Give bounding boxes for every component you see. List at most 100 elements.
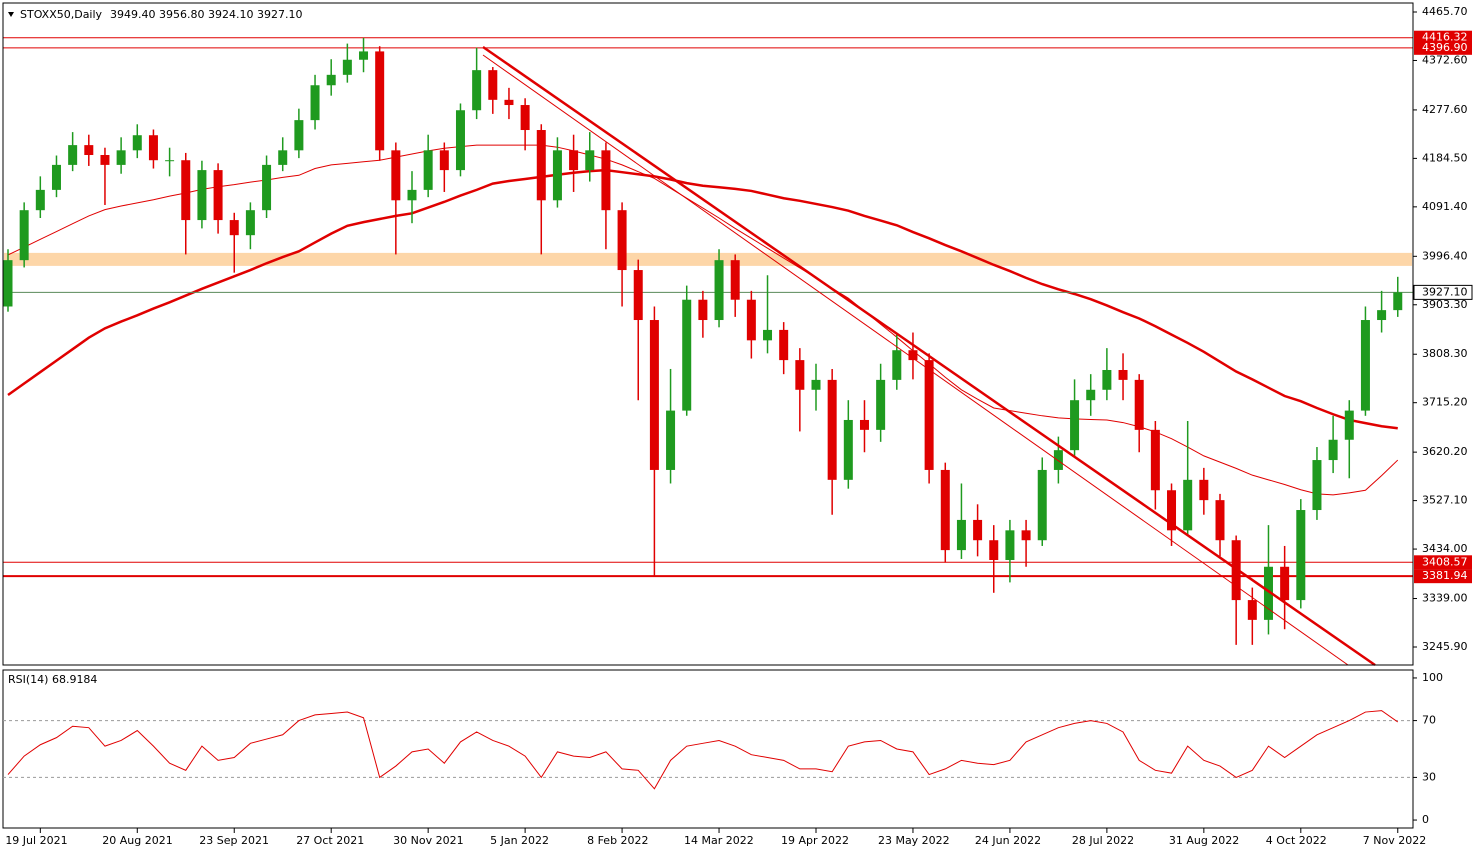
candle-body	[940, 469, 950, 551]
candle-body	[1199, 479, 1209, 501]
candle-body	[795, 360, 805, 390]
candle-body	[1070, 400, 1080, 451]
candle-body	[569, 150, 579, 171]
candle-body	[148, 135, 158, 161]
candle-body	[35, 189, 45, 211]
candle-body	[1344, 410, 1354, 440]
candle-body	[1296, 510, 1306, 601]
candle-body	[1053, 450, 1063, 470]
candle-body	[1377, 310, 1387, 321]
y-tick-label: 70	[1422, 714, 1436, 727]
candle-body	[100, 155, 110, 165]
x-tick-label: 23 May 2022	[878, 834, 950, 847]
candle-body	[1167, 490, 1177, 531]
candle-body	[181, 160, 191, 221]
resistance-zone	[4, 252, 1412, 266]
candle-body	[326, 74, 336, 86]
price-label-box	[1414, 569, 1472, 584]
moving-average	[7, 144, 1399, 496]
price-label-box	[1414, 40, 1472, 55]
y-tick-label: 4465.70	[1422, 5, 1468, 18]
moving-average	[7, 168, 1398, 430]
candle-body	[1021, 530, 1031, 541]
candle-body	[262, 164, 272, 211]
x-tick-label: 19 Apr 2022	[781, 834, 849, 847]
candle-body	[908, 350, 918, 361]
candle-body	[245, 210, 255, 236]
candle-body	[1393, 292, 1403, 311]
x-tick-label: 20 Aug 2021	[102, 834, 172, 847]
candle-body	[278, 150, 288, 165]
y-tick-label: 30	[1422, 770, 1436, 783]
x-tick-label: 19 Jul 2021	[5, 834, 67, 847]
price-label-box	[1414, 555, 1472, 570]
price-label-box	[1413, 284, 1473, 300]
candle-body	[1312, 460, 1322, 511]
x-tick-label: 8 Feb 2022	[587, 834, 648, 847]
candle-body	[1280, 566, 1290, 601]
candle-body	[649, 320, 659, 470]
candle-body	[116, 150, 126, 165]
candle-body	[1215, 500, 1225, 541]
x-tick-label: 5 Jan 2022	[490, 834, 549, 847]
y-tick-label: 3527.10	[1422, 494, 1468, 507]
candle-body	[520, 105, 530, 131]
candle-body	[51, 164, 61, 190]
candle-body	[682, 299, 692, 411]
candle-body	[1118, 369, 1128, 380]
candle-body	[1360, 320, 1370, 411]
candle-body	[294, 120, 304, 151]
candle-body	[763, 329, 773, 341]
candle-body	[843, 419, 853, 480]
rsi-frame	[2, 669, 1414, 829]
y-tick-label: 4277.60	[1422, 103, 1468, 116]
candle-body	[1183, 479, 1193, 531]
y-tick-label: 3715.20	[1422, 396, 1468, 409]
candle-body	[666, 410, 676, 470]
candle-body	[892, 350, 902, 380]
candle-body	[617, 210, 627, 271]
y-tick-label: 3808.30	[1422, 347, 1468, 360]
candle-body	[585, 150, 595, 171]
x-tick-label: 28 Jul 2022	[1072, 834, 1134, 847]
candle-body	[391, 150, 401, 201]
candle-body	[375, 51, 385, 151]
candle-body	[19, 210, 29, 261]
candle-body	[1263, 566, 1273, 620]
candle-body	[876, 379, 886, 430]
price-label: 3927.10	[1422, 285, 1468, 298]
x-tick-label: 7 Nov 2022	[1363, 834, 1426, 847]
price-panel	[3, 37, 1413, 645]
y-tick-label: 3903.30	[1422, 298, 1468, 311]
candle-body	[1150, 429, 1160, 491]
trend-line	[482, 54, 1349, 666]
candle-body	[601, 150, 611, 211]
candle-body	[84, 145, 94, 156]
candle-body	[504, 99, 514, 106]
candle-body	[552, 150, 562, 201]
x-tick-label: 23 Sep 2021	[199, 834, 269, 847]
candle-body	[811, 379, 821, 390]
menu-arrow	[8, 12, 14, 17]
price-label: 4396.90	[1422, 41, 1468, 54]
y-tick-label: 3339.00	[1422, 592, 1468, 605]
y-tick-label: 3434.00	[1422, 542, 1468, 555]
candle-body	[730, 260, 740, 300]
candle-body	[1134, 379, 1144, 430]
candle-body	[3, 260, 13, 307]
price-label: 3381.94	[1422, 569, 1468, 582]
price-label: 4416.32	[1422, 31, 1468, 44]
candle-body	[310, 85, 320, 121]
candle-body	[1005, 530, 1015, 561]
candle-body	[973, 519, 983, 541]
candle-body	[956, 519, 966, 551]
x-tick-label: 24 Jun 2022	[975, 834, 1041, 847]
candle-body	[439, 150, 449, 171]
y-tick-label: 4372.60	[1422, 53, 1468, 66]
x-tick-label: 31 Aug 2022	[1169, 834, 1239, 847]
rsi-line	[7, 710, 1399, 790]
candle-body	[132, 135, 142, 151]
candle-body	[1037, 469, 1047, 541]
candle-body	[536, 130, 546, 201]
